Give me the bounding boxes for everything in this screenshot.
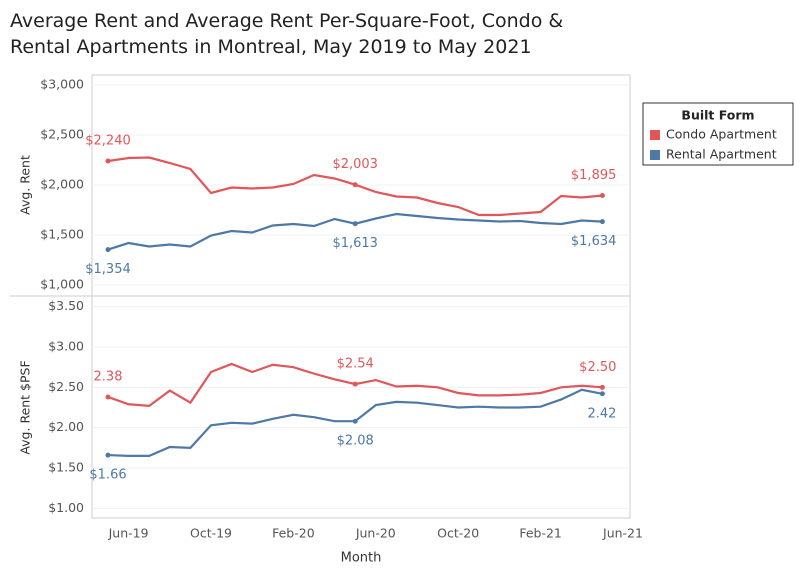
y-tick-label: $2,000 (40, 177, 84, 192)
legend-swatch (650, 130, 660, 140)
data-label: $2.50 (579, 360, 616, 375)
point-marker (599, 219, 605, 225)
y-axis-label: Avg. Rent (18, 155, 33, 215)
legend-title: Built Form (681, 108, 754, 123)
point-marker (599, 193, 605, 198)
x-tick-label: Oct-19 (190, 526, 232, 541)
y-axis-label: Avg. Rent $PSF (18, 360, 33, 454)
y-tick-label: $3,000 (40, 77, 84, 92)
x-tick-label: Jun-19 (108, 526, 149, 541)
y-tick-label: $3.50 (48, 298, 84, 313)
point-marker (352, 182, 358, 188)
y-tick-label: $3.00 (48, 339, 84, 354)
y-tick-label: $1,500 (40, 227, 84, 242)
y-tick-label: $2.00 (48, 419, 84, 434)
data-label: $2.54 (337, 357, 374, 372)
data-label: $2,003 (332, 157, 378, 172)
data-label: 2.38 (94, 370, 123, 385)
chart-title: Average Rent and Average Rent Per-Square… (10, 10, 564, 58)
y-tick-label: $1,000 (40, 277, 84, 292)
point-marker (352, 418, 358, 424)
legend-swatch (650, 150, 660, 160)
y-tick-label: $2.50 (48, 379, 84, 394)
point-marker (105, 158, 111, 164)
x-tick-label: Feb-20 (272, 526, 315, 541)
y-tick-label: $1.00 (48, 500, 84, 515)
point-marker (352, 221, 358, 227)
y-tick-label: $2,500 (40, 127, 84, 142)
x-axis-label: Month (341, 551, 382, 566)
y-tick-label: $1.50 (48, 459, 84, 474)
data-label: $1,895 (571, 168, 617, 183)
data-label: $2,240 (85, 134, 131, 149)
x-tick-label: Jun-20 (355, 526, 396, 541)
x-tick-label: Feb-21 (519, 526, 562, 541)
x-tick-label: Oct-20 (437, 526, 479, 541)
data-label: $1,354 (85, 262, 131, 277)
point-marker (105, 247, 111, 253)
point-marker (105, 452, 111, 458)
data-label: $1.66 (89, 468, 126, 483)
data-label: $1,634 (571, 234, 617, 249)
legend-label: Rental Apartment (666, 147, 777, 162)
x-tick-label: Jun-21 (602, 526, 643, 541)
data-label: $1,613 (332, 236, 378, 251)
data-label: 2.42 (587, 406, 616, 421)
point-marker (352, 381, 358, 387)
point-marker (599, 391, 605, 397)
point-marker (599, 384, 605, 390)
data-label: $2.08 (337, 434, 374, 449)
title-box: Average Rent and Average Rent Per-Square… (10, 10, 564, 58)
legend-box (642, 102, 794, 166)
point-marker (105, 394, 111, 400)
legend-label: Condo Apartment (666, 127, 777, 142)
